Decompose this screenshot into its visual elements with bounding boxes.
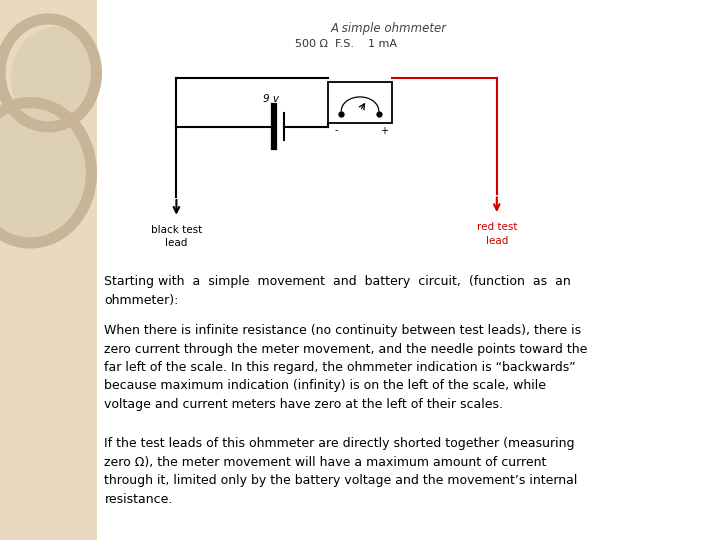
Ellipse shape [11, 27, 100, 130]
Text: Starting with  a  simple  movement  and  battery  circuit,  (function  as  an
oh: Starting with a simple movement and batt… [104, 275, 571, 307]
Text: 9 v: 9 v [263, 94, 279, 104]
Text: If the test leads of this ohmmeter are directly shorted together (measuring
zero: If the test leads of this ohmmeter are d… [104, 437, 577, 506]
Ellipse shape [0, 105, 88, 240]
Text: When there is infinite resistance (no continuity between test leads), there is
z: When there is infinite resistance (no co… [104, 324, 588, 411]
Text: +: + [379, 125, 388, 136]
Text: -: - [335, 125, 338, 136]
Polygon shape [0, 0, 97, 540]
Text: A simple ohmmeter: A simple ohmmeter [330, 22, 447, 35]
Text: black test
lead: black test lead [150, 225, 202, 248]
FancyBboxPatch shape [328, 82, 392, 123]
Text: red test
lead: red test lead [477, 222, 517, 246]
Text: 500 Ω  F.S.    1 mA: 500 Ω F.S. 1 mA [294, 39, 397, 49]
